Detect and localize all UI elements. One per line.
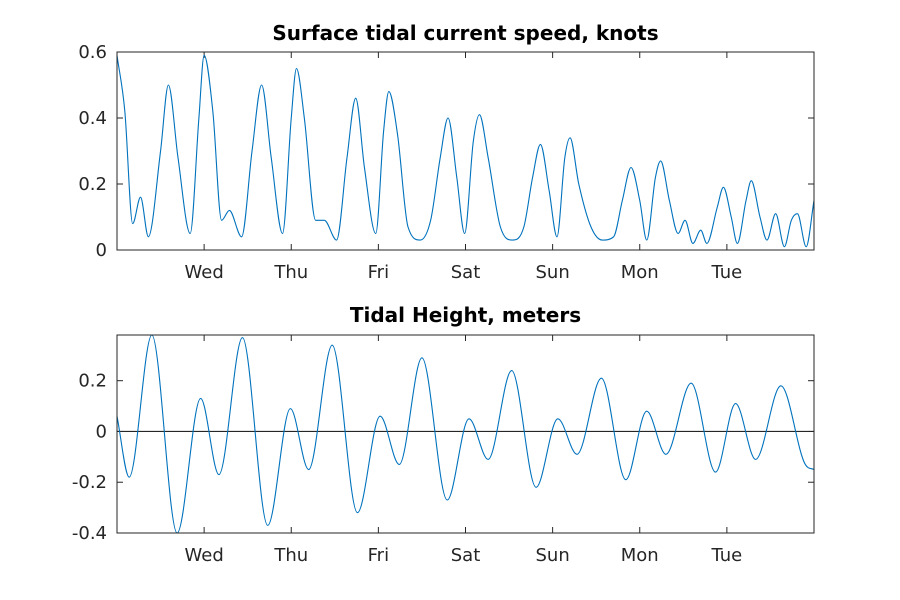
x-tick-label: Mon: [621, 545, 659, 566]
x-tick-label: Tue: [711, 262, 743, 283]
x-tick-label: Fri: [368, 262, 389, 283]
y-tick-label: -0.4: [72, 523, 107, 544]
x-tick-label: Sun: [536, 262, 570, 283]
x-tick-label: Wed: [185, 262, 224, 283]
y-tick-label: 0.2: [78, 371, 107, 392]
x-tick-label: Thu: [273, 262, 308, 283]
series-line: [116, 334, 815, 534]
x-tick-label: Sun: [536, 545, 570, 566]
x-tick-label: Mon: [621, 262, 659, 283]
y-tick-label: 0.6: [78, 42, 107, 63]
y-tick-label: 0.4: [78, 108, 107, 129]
chart-title: Tidal Height, meters: [350, 303, 581, 327]
series-line: [116, 54, 815, 248]
chart-title: Surface tidal current speed, knots: [272, 21, 658, 45]
axes-box: [116, 334, 815, 534]
axes-box: [116, 51, 815, 251]
x-tick-label: Tue: [711, 545, 743, 566]
x-tick-label: Sat: [451, 262, 481, 283]
x-tick-label: Wed: [185, 545, 224, 566]
tick-group: Wed Thu Fri Sat Sun Mon Tue 0 0.2 0.4 0.6: [78, 42, 814, 283]
x-tick-label: Sat: [451, 545, 481, 566]
y-tick-label: -0.2: [72, 472, 107, 493]
plot-area: [116, 334, 815, 534]
y-tick-label: 0: [96, 240, 107, 261]
y-tick-label: 0: [96, 421, 107, 442]
x-tick-label: Fri: [368, 545, 389, 566]
chart-current-speed: Surface tidal current speed, knots Wed Th…: [78, 21, 815, 283]
chart-tidal-height: Tidal Height, meters Wed Thu Fri Sat Sun Mon T…: [72, 303, 815, 566]
x-tick-label: Thu: [273, 545, 308, 566]
plot-area: [116, 54, 815, 248]
y-tick-label: 0.2: [78, 174, 107, 195]
tick-group: Wed Thu Fri Sat Sun Mon Tue -0.4 -0.2 0 0.2: [72, 335, 814, 566]
